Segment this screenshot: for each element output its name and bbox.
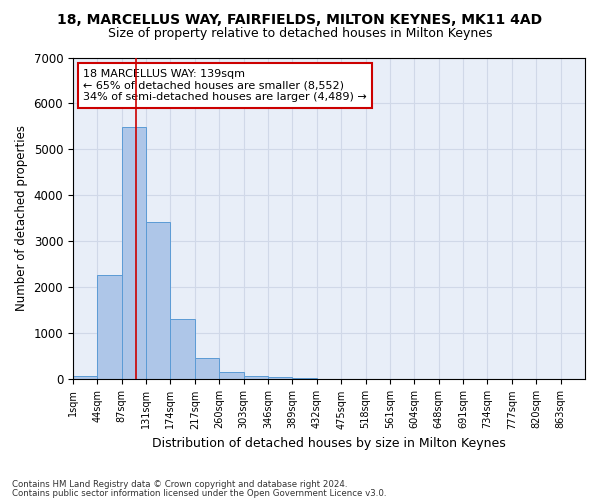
X-axis label: Distribution of detached houses by size in Milton Keynes: Distribution of detached houses by size … bbox=[152, 437, 506, 450]
Bar bbox=[146, 222, 170, 380]
Bar bbox=[244, 376, 268, 380]
Bar bbox=[195, 358, 219, 380]
Text: Contains public sector information licensed under the Open Government Licence v3: Contains public sector information licen… bbox=[12, 489, 386, 498]
Bar bbox=[170, 319, 195, 380]
Bar bbox=[268, 376, 292, 380]
Bar bbox=[292, 378, 317, 380]
Bar bbox=[73, 376, 97, 380]
Bar bbox=[122, 128, 146, 380]
Y-axis label: Number of detached properties: Number of detached properties bbox=[15, 126, 28, 312]
Text: Size of property relative to detached houses in Milton Keynes: Size of property relative to detached ho… bbox=[108, 28, 492, 40]
Bar bbox=[219, 372, 244, 380]
Bar bbox=[97, 274, 122, 380]
Text: Contains HM Land Registry data © Crown copyright and database right 2024.: Contains HM Land Registry data © Crown c… bbox=[12, 480, 347, 489]
Text: 18 MARCELLUS WAY: 139sqm
← 65% of detached houses are smaller (8,552)
34% of sem: 18 MARCELLUS WAY: 139sqm ← 65% of detach… bbox=[83, 69, 367, 102]
Text: 18, MARCELLUS WAY, FAIRFIELDS, MILTON KEYNES, MK11 4AD: 18, MARCELLUS WAY, FAIRFIELDS, MILTON KE… bbox=[58, 12, 542, 26]
